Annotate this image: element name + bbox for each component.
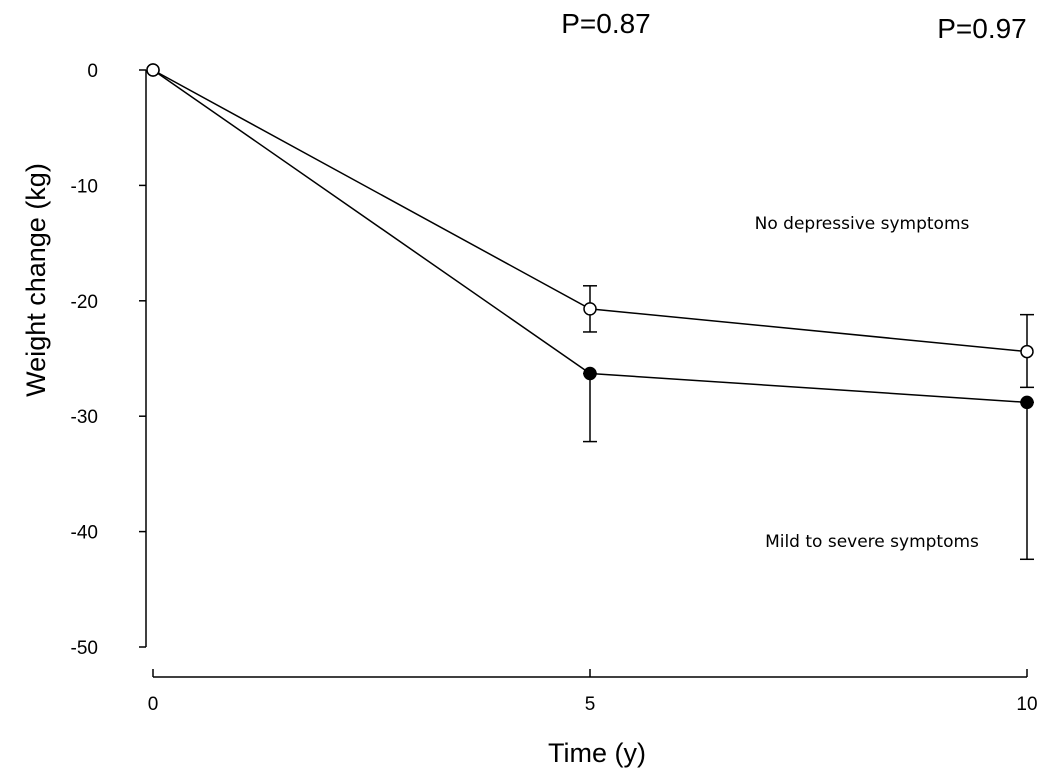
p-value-5y: P=0.87 xyxy=(561,8,651,39)
x-tick-label: 0 xyxy=(148,694,159,715)
x-tick-label: 10 xyxy=(1016,694,1037,715)
point-mild-to-severe xyxy=(583,366,597,381)
y-tick-label: -30 xyxy=(71,407,98,428)
point-no-depressive xyxy=(146,63,160,77)
plot-area xyxy=(146,63,1034,561)
x-ticks: 0 5 10 xyxy=(148,669,1037,715)
y-axis-title: Weight change (kg) xyxy=(21,163,51,397)
point-no-depressive xyxy=(1020,344,1034,359)
y-tick-label: -40 xyxy=(71,523,98,544)
axes: 0 -10 -20 -30 -40 -50 0 5 10 xyxy=(71,61,1037,715)
y-tick-label: -20 xyxy=(71,292,98,313)
y-tick-label: -50 xyxy=(71,638,98,659)
series-label-mild-to-severe: Mild to severe symptoms xyxy=(765,532,979,552)
y-tick-label: 0 xyxy=(87,61,98,82)
y-tick-label: -10 xyxy=(71,176,98,197)
point-mild-to-severe xyxy=(1020,395,1034,410)
series-line-mild-to-severe xyxy=(152,69,1028,404)
series-label-no-depressive: No depressive symptoms xyxy=(755,214,970,234)
point-no-depressive xyxy=(583,302,597,316)
y-ticks: 0 -10 -20 -30 -40 -50 xyxy=(71,61,146,659)
x-tick-label: 5 xyxy=(585,694,596,715)
p-value-10y: P=0.97 xyxy=(937,13,1027,44)
x-axis-title: Time (y) xyxy=(548,738,646,768)
